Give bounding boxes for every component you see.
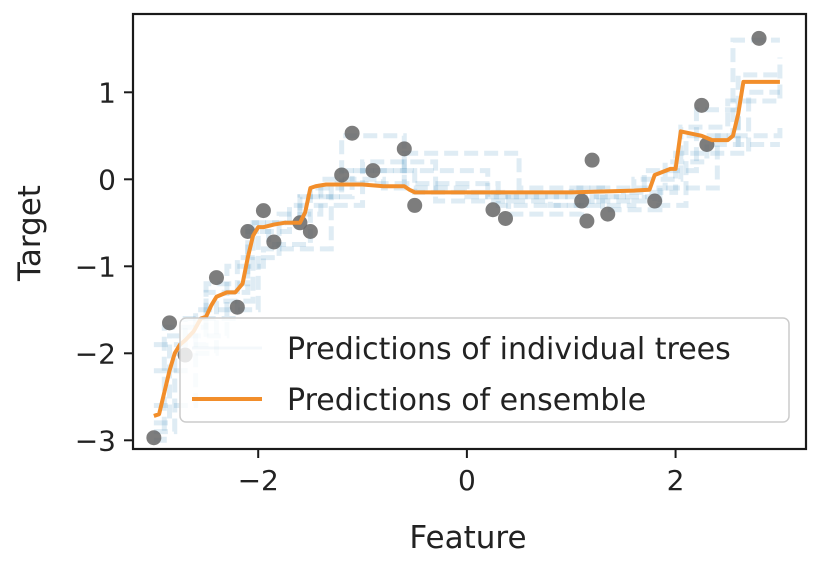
y-tick-label: −2 [75,337,116,370]
legend-ensemble-label: Predictions of ensemble [287,383,646,418]
data-point [751,30,767,46]
y-tick-label: −1 [75,250,116,283]
tree-line-6 [153,89,780,348]
data-point [344,125,360,141]
y-axis-ticks: 1 0 −1 −2 −3 [75,76,133,457]
x-axis-label: Feature [409,520,526,556]
data-point [647,193,663,209]
scatter-points [146,30,767,446]
data-point [396,141,412,157]
legend: Predictions of individual trees Predicti… [179,317,790,423]
legend-trees-label: Predictions of individual trees [287,332,731,367]
x-axis-ticks: −2 0 2 [238,449,685,497]
y-axis-label: Target [12,185,48,282]
data-point [266,234,282,250]
y-tick-label: 1 [98,76,116,109]
data-point [146,430,162,446]
axes-frame [131,12,808,451]
x-tick-label: −2 [238,464,279,497]
data-point [407,197,423,213]
legend-box [179,317,790,423]
data-point [365,163,381,179]
tree-line-1 [153,37,780,443]
data-point [584,152,600,168]
data-point [497,210,513,226]
tree-line-2 [153,107,780,435]
data-point [485,202,501,218]
plot-area [146,30,783,446]
y-tick-label: −3 [75,424,116,457]
data-point [579,213,595,229]
data-point [229,299,245,315]
data-point [694,97,710,113]
data-point [208,270,224,286]
data-point [255,203,271,219]
x-tick-label: 0 [458,464,476,497]
x-tick-label: 2 [667,464,685,497]
y-tick-label: 0 [98,163,116,196]
tree-line-4 [153,57,783,408]
data-point [574,193,590,209]
data-point [162,315,178,331]
data-point [600,206,616,222]
data-point [302,224,318,239]
data-point [334,167,350,183]
